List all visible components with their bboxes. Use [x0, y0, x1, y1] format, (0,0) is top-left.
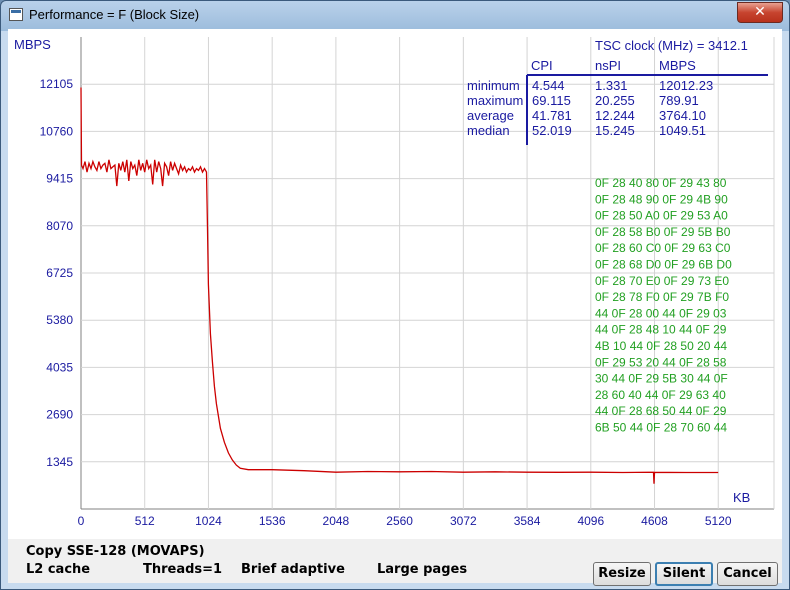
- header-cpi: CPI: [531, 58, 553, 73]
- x-tick-label: 0: [78, 514, 85, 528]
- y-tick-label: 8070: [46, 219, 73, 233]
- x-tick-label: 3584: [514, 514, 541, 528]
- hex-line: 0F 28 40 80 0F 29 43 80: [595, 176, 727, 190]
- x-tick-label: 2048: [323, 514, 350, 528]
- row-label-minimum: minimum: [467, 78, 520, 93]
- threads-label: Threads=1: [143, 562, 223, 577]
- hex-line: 30 44 0F 29 5B 30 44 0F: [595, 372, 728, 386]
- header-nspi: nsPI: [595, 58, 621, 73]
- pages-label: Large pages: [377, 562, 468, 577]
- hex-line: 0F 29 53 20 44 0F 28 58: [595, 355, 727, 369]
- x-tick-label: 3072: [450, 514, 477, 528]
- header-mbps: MBPS: [659, 58, 696, 73]
- row-mbps-median: 1049.51: [659, 123, 706, 138]
- y-tick-label: 5380: [46, 313, 73, 327]
- cancel-button[interactable]: Cancel: [717, 562, 778, 586]
- tsc-clock: TSC clock (MHz) = 3412.1: [595, 38, 748, 53]
- row-mbps-average: 3764.10: [659, 108, 706, 123]
- x-tick-label: 1536: [259, 514, 286, 528]
- hex-line: 0F 28 58 B0 0F 29 5B B0: [595, 225, 731, 239]
- hex-line: 6B 50 44 0F 28 70 60 44: [595, 421, 727, 435]
- hex-line: 0F 28 78 F0 0F 29 7B F0: [595, 290, 729, 304]
- silent-button[interactable]: Silent: [655, 562, 713, 586]
- y-tick-label: 2690: [46, 408, 73, 422]
- row-label-maximum: maximum: [467, 93, 523, 108]
- y-tick-label: 10760: [40, 124, 74, 138]
- stats-panel: TSC clock (MHz) = 3412.1 CPI nsPI MBPS m…: [467, 38, 768, 145]
- row-mbps-minimum: 12012.23: [659, 78, 713, 93]
- hex-line: 0F 28 60 C0 0F 29 63 C0: [595, 241, 731, 255]
- y-axis-label: MBPS: [14, 37, 51, 52]
- x-tick-label: 4608: [641, 514, 668, 528]
- x-tick-label: 4096: [577, 514, 604, 528]
- hex-line: 0F 28 70 E0 0F 29 73 E0: [595, 274, 729, 288]
- mode-label: Brief adaptive: [241, 562, 345, 577]
- y-tick-label: 1345: [46, 455, 73, 469]
- window-title: Performance = F (Block Size): [29, 7, 200, 22]
- y-tick-label: 9415: [46, 172, 73, 186]
- row-mbps-maximum: 789.91: [659, 93, 699, 108]
- hex-line: 44 0F 28 68 50 44 0F 29: [595, 404, 727, 418]
- row-nspi-average: 12.244: [595, 108, 635, 123]
- app-icon: [9, 8, 23, 21]
- cache-label: L2 cache: [26, 562, 91, 577]
- title-bar[interactable]: Performance = F (Block Size) ✕: [1, 1, 789, 29]
- x-tick-label: 1024: [195, 514, 222, 528]
- status-footer: Copy SSE-128 (MOVAPS) L2 cache Threads=1…: [8, 539, 782, 586]
- row-nspi-minimum: 1.331: [595, 78, 628, 93]
- y-tick-label: 6725: [46, 266, 73, 280]
- x-tick-label: 5120: [705, 514, 732, 528]
- y-tick-label: 4035: [46, 360, 73, 374]
- hex-line: 4B 10 44 0F 28 50 20 44: [595, 339, 727, 353]
- hex-line: 0F 28 68 D0 0F 29 6B D0: [595, 258, 732, 272]
- x-tick-label: 512: [135, 514, 155, 528]
- row-nspi-maximum: 20.255: [595, 93, 635, 108]
- hex-line: 0F 28 50 A0 0F 29 53 A0: [595, 209, 728, 223]
- hex-line: 0F 28 48 90 0F 29 4B 90: [595, 192, 728, 206]
- hex-dump: 0F 28 40 80 0F 29 43 80 0F 28 48 90 0F 29…: [595, 176, 732, 435]
- resize-button[interactable]: Resize: [593, 562, 651, 586]
- performance-series-line: [80, 87, 719, 484]
- row-label-average: average: [467, 108, 514, 123]
- row-cpi-average: 41.781: [532, 108, 572, 123]
- row-nspi-median: 15.245: [595, 123, 635, 138]
- hex-line: 28 60 40 44 0F 29 63 40: [595, 388, 726, 402]
- hex-line: 44 0F 28 48 10 44 0F 29: [595, 323, 727, 337]
- y-tick-label: 12105: [40, 77, 74, 91]
- row-cpi-maximum: 69.115: [532, 93, 571, 108]
- close-button[interactable]: ✕: [737, 2, 783, 23]
- x-tick-label: 2560: [386, 514, 413, 528]
- hex-line: 44 0F 28 00 44 0F 29 03: [595, 306, 727, 320]
- performance-chart: 0 512 1024 1536 2048 2560 3072 3584 4096 4608 5120…: [14, 37, 775, 528]
- row-cpi-median: 52.019: [532, 123, 572, 138]
- x-axis-unit: KB: [733, 490, 750, 505]
- row-cpi-minimum: 4.544: [532, 78, 565, 93]
- chart-area: 0 512 1024 1536 2048 2560 3072 3584 4096 4608 5120…: [8, 29, 782, 539]
- method-label: Copy SSE-128 (MOVAPS): [26, 544, 205, 559]
- client-area: 0 512 1024 1536 2048 2560 3072 3584 4096 4608 5120…: [8, 29, 782, 586]
- row-label-median: median: [467, 123, 510, 138]
